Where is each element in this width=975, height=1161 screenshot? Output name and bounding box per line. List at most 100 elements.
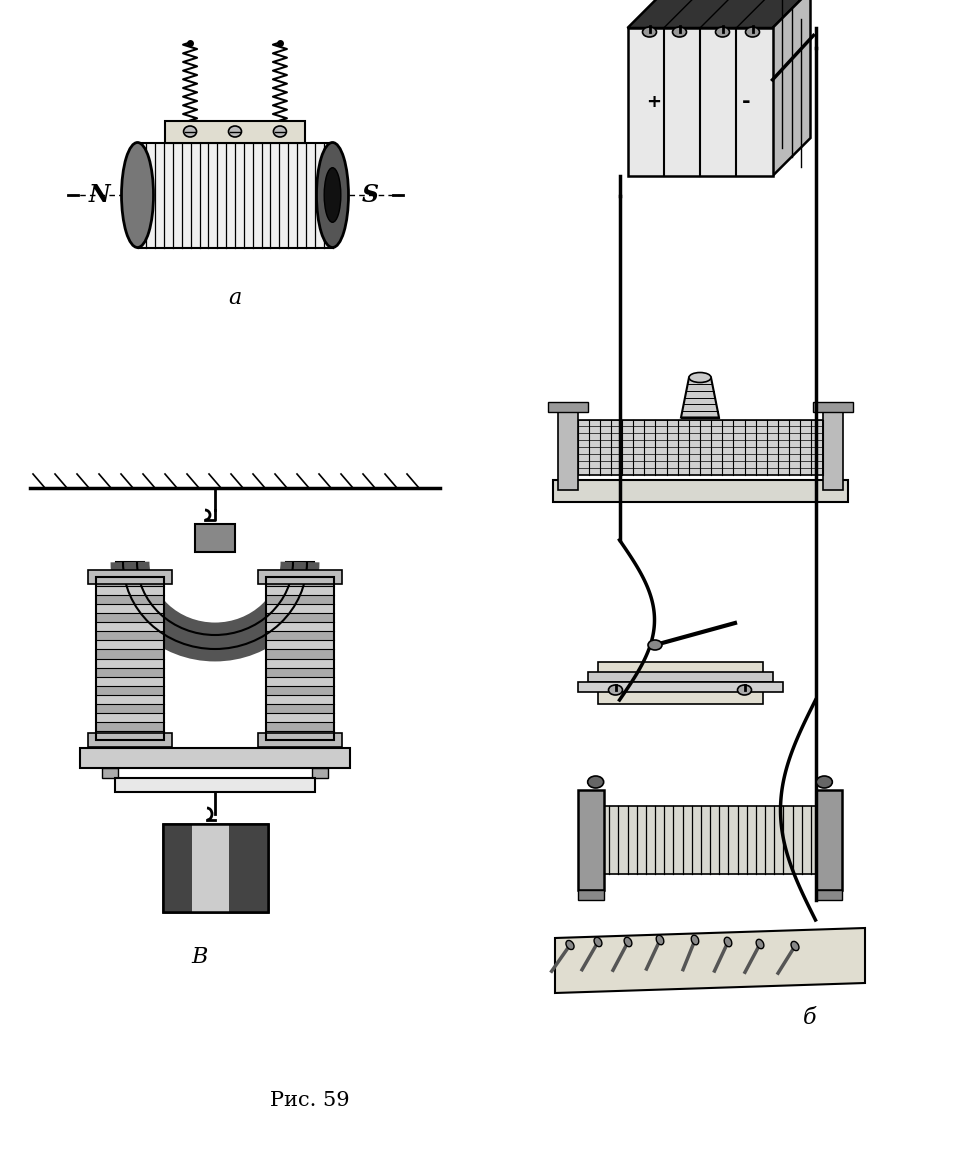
Text: S: S (362, 183, 379, 207)
Bar (165, 121, 305, 143)
Polygon shape (628, 0, 810, 28)
Polygon shape (555, 928, 865, 993)
Bar (600, 806, 820, 874)
Ellipse shape (691, 935, 699, 945)
Ellipse shape (588, 776, 604, 788)
Bar (163, 824, 192, 913)
Bar (598, 662, 762, 704)
Bar (96, 722, 164, 731)
Ellipse shape (324, 167, 341, 222)
Bar (816, 789, 841, 890)
Bar (577, 682, 783, 692)
Ellipse shape (648, 640, 662, 650)
Bar (558, 404, 577, 490)
Bar (266, 694, 334, 704)
Text: б: б (803, 1007, 817, 1029)
Bar (578, 789, 604, 890)
Bar (266, 622, 334, 632)
Ellipse shape (624, 937, 632, 946)
Bar (258, 733, 342, 747)
Bar (96, 622, 164, 632)
Bar (88, 570, 172, 584)
Bar (96, 596, 164, 604)
Bar (88, 733, 172, 747)
Bar (80, 748, 350, 767)
Bar (823, 404, 842, 490)
Bar (195, 524, 235, 551)
Ellipse shape (746, 27, 760, 37)
Bar (266, 731, 334, 740)
Bar (812, 402, 852, 411)
Ellipse shape (656, 936, 664, 945)
Ellipse shape (673, 27, 686, 37)
Bar (96, 632, 164, 641)
Ellipse shape (273, 127, 287, 137)
Bar (816, 890, 841, 900)
Bar (266, 722, 334, 731)
Bar (266, 577, 334, 586)
Bar (266, 704, 334, 713)
Text: +: + (646, 93, 661, 111)
Bar (266, 686, 334, 694)
Bar (96, 649, 164, 658)
Ellipse shape (594, 937, 602, 946)
Text: B: B (192, 946, 209, 968)
Bar (96, 694, 164, 704)
Bar (266, 658, 334, 668)
Bar (96, 704, 164, 713)
Bar (96, 677, 164, 686)
Bar (116, 562, 144, 747)
Bar (266, 586, 334, 596)
Ellipse shape (716, 27, 729, 37)
Ellipse shape (183, 127, 197, 137)
Bar (266, 577, 334, 740)
Bar (96, 668, 164, 677)
Bar (266, 632, 334, 641)
Ellipse shape (791, 942, 799, 951)
Text: a: a (228, 287, 242, 309)
Bar (96, 577, 164, 586)
Bar (312, 767, 328, 778)
Bar (553, 479, 847, 502)
Bar (266, 668, 334, 677)
Polygon shape (772, 0, 810, 176)
Ellipse shape (228, 127, 242, 137)
Bar (266, 613, 334, 622)
Bar (588, 672, 772, 682)
Bar (96, 713, 164, 722)
Ellipse shape (757, 939, 763, 949)
Bar (229, 824, 267, 913)
Text: -: - (742, 92, 751, 111)
Bar (258, 570, 342, 584)
Bar (266, 677, 334, 686)
Bar (115, 778, 315, 792)
Bar (192, 824, 229, 913)
Bar (102, 767, 118, 778)
Ellipse shape (122, 143, 153, 247)
Text: N: N (89, 183, 110, 207)
Bar (96, 641, 164, 649)
Text: Рис. 59: Рис. 59 (270, 1090, 350, 1110)
Bar (137, 143, 332, 247)
Bar (578, 890, 604, 900)
Bar (96, 658, 164, 668)
Ellipse shape (317, 143, 348, 247)
Bar (163, 824, 267, 913)
Bar (96, 604, 164, 613)
Bar (266, 649, 334, 658)
Bar (266, 641, 334, 649)
Bar (548, 402, 588, 411)
Bar (577, 419, 823, 475)
Bar (96, 577, 164, 740)
Bar (163, 824, 267, 913)
Bar (266, 596, 334, 604)
Bar (96, 731, 164, 740)
Ellipse shape (689, 373, 711, 382)
Ellipse shape (816, 776, 833, 788)
Bar (96, 613, 164, 622)
Bar (266, 713, 334, 722)
Ellipse shape (566, 940, 574, 950)
Bar (628, 28, 772, 176)
Bar (266, 604, 334, 613)
Polygon shape (681, 377, 719, 418)
